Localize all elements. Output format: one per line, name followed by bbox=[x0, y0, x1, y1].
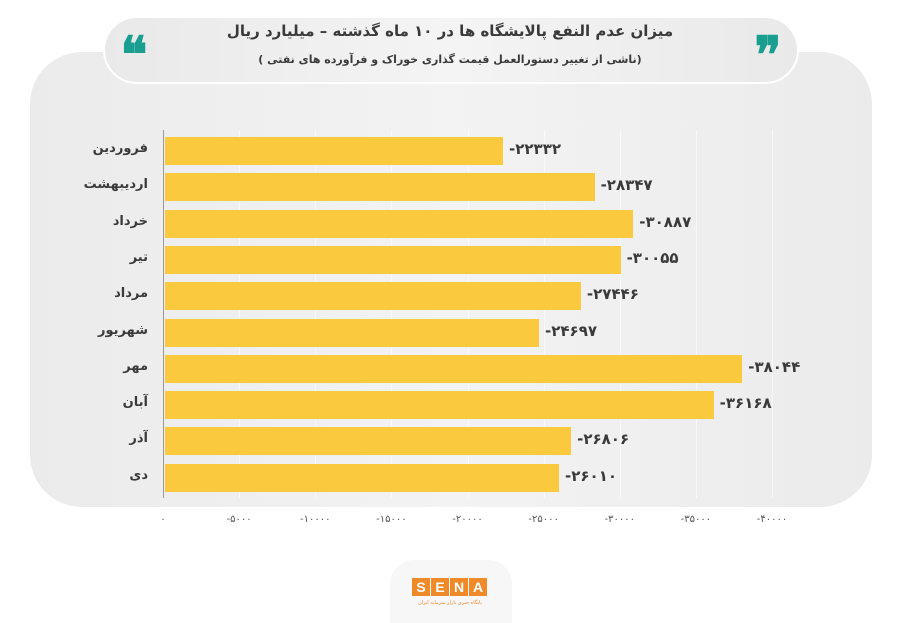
bar bbox=[165, 282, 581, 311]
bar-row: آذر -۲۶۸۰۶ bbox=[0, 427, 900, 456]
category-label: خرداد bbox=[112, 213, 148, 229]
value-label: -۲۷۴۴۶ bbox=[586, 285, 639, 304]
value-label: -۲۸۳۴۷ bbox=[600, 176, 653, 195]
category-label: آذر bbox=[129, 431, 148, 447]
x-tick-label: -۲۵۰۰۰ bbox=[528, 514, 559, 525]
gridline bbox=[391, 130, 393, 498]
bar bbox=[165, 354, 743, 383]
value-label: -۳۰۰۵۵ bbox=[626, 248, 679, 267]
category-label: اردیبهشت bbox=[83, 177, 148, 193]
x-tick-label: ۰ bbox=[160, 514, 166, 525]
bar bbox=[165, 318, 539, 347]
bar bbox=[165, 209, 634, 238]
bar bbox=[165, 427, 572, 456]
bar bbox=[165, 137, 503, 165]
bar-row: خرداد -۳۰۸۸۷ bbox=[0, 209, 900, 238]
bar-row: تیر -۳۰۰۵۵ bbox=[0, 245, 900, 274]
gridline bbox=[315, 130, 317, 498]
y-axis-line bbox=[163, 130, 164, 498]
bar-row: مهر -۳۸۰۴۴ bbox=[0, 354, 900, 383]
x-tick-label: -۴۰۰۰۰ bbox=[756, 514, 788, 525]
bar-row: شهریور -۲۴۶۹۷ bbox=[0, 318, 900, 347]
gridline bbox=[695, 130, 697, 498]
category-label: دی bbox=[129, 467, 148, 483]
sena-logo: S E N A bbox=[412, 578, 488, 596]
bar bbox=[165, 173, 595, 202]
value-label: -۲۶۸۰۶ bbox=[577, 430, 630, 449]
logo-letter: N bbox=[450, 578, 468, 596]
gridline bbox=[772, 130, 773, 498]
value-label: -۲۲۳۳۲ bbox=[509, 140, 562, 158]
logo-letter: S bbox=[412, 578, 430, 596]
bar-row: مرداد -۲۷۴۴۶ bbox=[0, 282, 900, 311]
value-label: -۳۰۸۸۷ bbox=[639, 212, 692, 231]
gridline bbox=[543, 130, 545, 498]
gridline bbox=[239, 130, 241, 498]
bar-row: اردیبهشت -۲۸۳۴۷ bbox=[0, 173, 900, 202]
logo-tagline: پایگاه خبری بازار سرمایه ایران bbox=[418, 600, 482, 606]
bar bbox=[165, 391, 714, 420]
x-tick-label: -۳۰۰۰۰ bbox=[604, 514, 635, 525]
category-label: آبان bbox=[122, 395, 148, 411]
quote-close-icon: ❞ bbox=[754, 25, 782, 84]
gridline bbox=[619, 130, 621, 498]
bar-row: دی -۲۶۰۱۰ bbox=[0, 463, 900, 492]
gridline bbox=[467, 130, 469, 498]
value-label: -۲۶۰۱۰ bbox=[565, 466, 618, 485]
bar-row: فروردین -۲۲۳۳۲ bbox=[0, 137, 900, 165]
x-tick-label: -۲۰۰۰۰ bbox=[452, 514, 483, 525]
category-label: تیر bbox=[129, 249, 148, 265]
value-label: -۳۸۰۴۴ bbox=[748, 357, 801, 376]
category-label: فروردین bbox=[92, 141, 148, 156]
value-label: -۲۴۶۹۷ bbox=[545, 321, 598, 340]
chart-subtitle: (ناشی از تغییر دستورالعمل قیمت گذاری خور… bbox=[258, 53, 642, 66]
bar bbox=[165, 245, 621, 274]
logo-letter: E bbox=[431, 578, 449, 596]
category-label: مهر bbox=[123, 358, 148, 374]
x-tick-label: -۳۵۰۰۰ bbox=[680, 514, 712, 525]
header-pill bbox=[103, 16, 799, 84]
x-tick-label: -۱۰۰۰۰ bbox=[300, 514, 331, 525]
bar bbox=[165, 463, 559, 492]
x-tick-label: -۱۵۰۰۰ bbox=[376, 514, 407, 525]
value-label: -۳۶۱۶۸ bbox=[719, 394, 772, 413]
bar-row: آبان -۳۶۱۶۸ bbox=[0, 391, 900, 420]
logo-letter: A bbox=[469, 578, 487, 596]
chart-title: میزان عدم النفع پالایشگاه ها در ۱۰ ماه گ… bbox=[226, 22, 674, 40]
category-label: شهریور bbox=[98, 322, 148, 338]
quote-open-icon: ❝ bbox=[120, 25, 148, 84]
x-tick-label: -۵۰۰۰ bbox=[226, 514, 252, 525]
category-label: مرداد bbox=[114, 286, 148, 302]
